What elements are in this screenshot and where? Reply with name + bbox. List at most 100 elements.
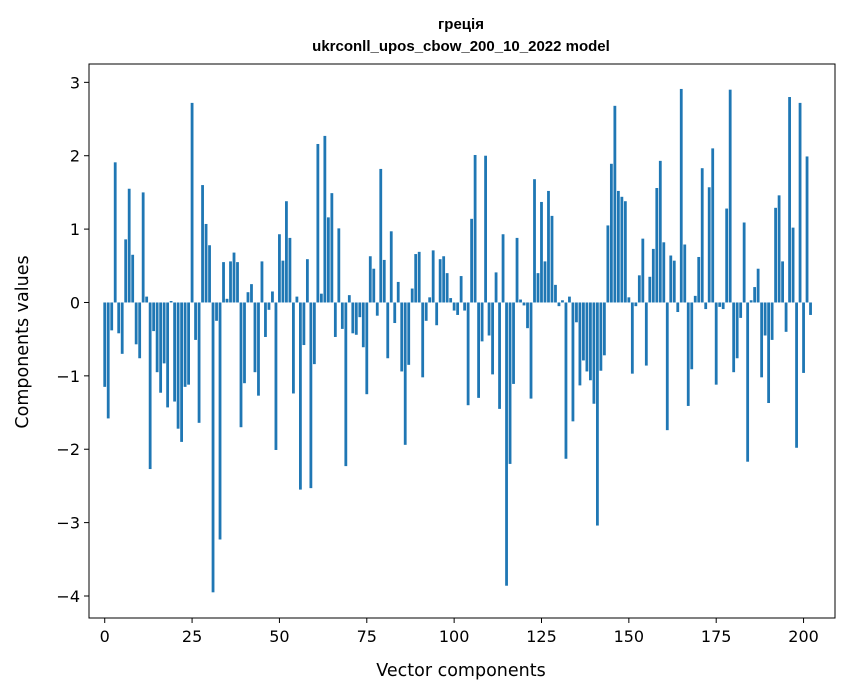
bar-108 (480, 302, 484, 342)
bar-198 (795, 302, 798, 448)
bar-35 (225, 298, 229, 303)
bar-55 (295, 296, 299, 303)
chart-title-line2: ukrconll_upos_cbow_200_10_2022 model (312, 38, 610, 55)
x-tick-label-50: 50 (269, 627, 289, 646)
bar-202 (809, 302, 812, 315)
bar-154 (641, 238, 645, 303)
bar-89 (414, 254, 418, 303)
bar-182 (739, 302, 743, 318)
bar-94 (431, 250, 435, 303)
bar-142 (599, 302, 603, 371)
bar-7 (127, 188, 131, 303)
bar-8 (131, 254, 135, 303)
bar-99 (449, 298, 453, 303)
bar-11 (141, 192, 145, 303)
bar-69 (344, 302, 348, 467)
bar-95 (435, 302, 439, 326)
bar-160 (662, 242, 666, 303)
bar-70 (347, 295, 351, 303)
chart-title-line1: грецiя (438, 16, 484, 33)
x-axis-label: Vector components (376, 661, 545, 681)
bar-71 (351, 302, 355, 334)
bar-88 (410, 288, 414, 303)
bar-101 (456, 302, 460, 315)
bar-156 (648, 276, 652, 303)
bar-140 (592, 302, 596, 404)
bar-193 (777, 195, 781, 303)
bar-32 (215, 302, 218, 321)
bar-14 (152, 302, 156, 332)
bar-184 (746, 302, 750, 462)
bar-6 (124, 239, 128, 303)
bar-132 (564, 302, 568, 459)
x-tick-label-75: 75 (357, 627, 377, 646)
bar-116 (508, 302, 512, 464)
bar-146 (613, 105, 617, 303)
bar-178 (725, 208, 729, 303)
bar-59 (309, 302, 313, 489)
bar-163 (672, 260, 676, 303)
bar-58 (305, 259, 309, 303)
bar-173 (707, 187, 711, 303)
bar-98 (445, 273, 449, 303)
y-tick-label--2: −2 (56, 440, 80, 459)
bar-138 (585, 302, 589, 372)
bar-122 (529, 302, 533, 399)
bar-170 (697, 256, 701, 303)
bar-56 (299, 302, 302, 490)
bar-61 (316, 143, 320, 303)
bar-27 (197, 302, 201, 423)
bar-123 (533, 179, 536, 303)
bar-134 (571, 302, 575, 422)
x-tick-label-25: 25 (182, 627, 202, 646)
y-axis-ticks: −4 −3 −2 −1 0 1 2 3 (56, 73, 89, 606)
x-tick-label-175: 175 (701, 627, 732, 646)
y-tick-label-1: 1 (70, 220, 80, 239)
x-axis-ticks: 0 25 50 75 100 125 150 175 200 (100, 618, 819, 646)
bar-190 (767, 302, 771, 404)
bar-57 (302, 302, 306, 346)
bar-109 (484, 155, 487, 303)
bar-115 (505, 302, 508, 586)
bar-113 (498, 302, 501, 409)
bar-126 (543, 261, 547, 303)
bar-180 (732, 302, 736, 373)
bar-81 (386, 302, 390, 359)
x-tick-label-125: 125 (526, 627, 557, 646)
bar-13 (148, 302, 152, 470)
bar-92 (424, 302, 428, 321)
bar-144 (606, 225, 610, 303)
bar-191 (770, 302, 774, 340)
bar-84 (396, 281, 400, 303)
bar-197 (791, 227, 795, 303)
bar-74 (361, 302, 365, 348)
bar-10 (138, 302, 142, 359)
bar-49 (274, 302, 278, 450)
bar-24 (187, 302, 190, 385)
bar-118 (515, 237, 519, 303)
bar-152 (634, 302, 638, 307)
bar-121 (526, 302, 529, 329)
bar-179 (728, 89, 732, 303)
bar-150 (627, 297, 631, 303)
x-tick-label-200: 200 (788, 627, 819, 646)
bar-48 (271, 291, 274, 303)
bar-37 (232, 252, 236, 303)
bar-149 (623, 201, 627, 303)
bar-76 (368, 256, 372, 303)
bar-63 (323, 135, 327, 303)
bar-80 (382, 259, 386, 303)
bar-28 (201, 185, 204, 303)
y-tick-label--1: −1 (56, 367, 80, 386)
bar-177 (721, 302, 725, 310)
bar-114 (501, 234, 505, 303)
bar-0 (103, 302, 107, 387)
bar-96 (438, 259, 442, 303)
bar-64 (326, 217, 330, 303)
bar-93 (428, 297, 432, 303)
y-tick-label-2: 2 (70, 147, 80, 166)
bar-18 (166, 302, 170, 408)
bar-85 (400, 302, 404, 372)
bar-66 (333, 302, 337, 337)
bar-39 (239, 302, 243, 428)
